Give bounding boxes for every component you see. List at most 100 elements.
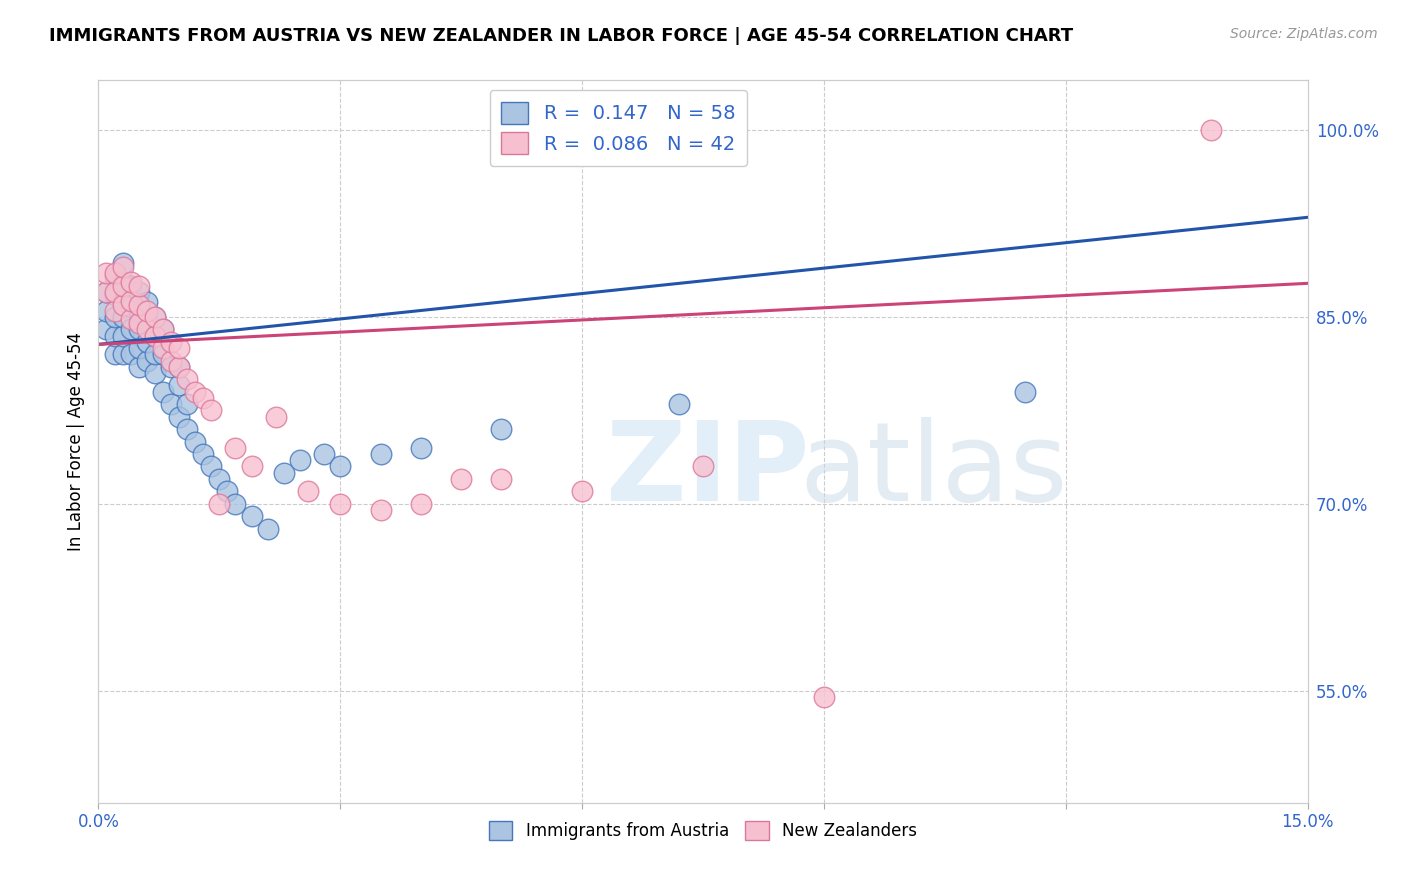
Point: [120, 300, 142, 314]
Point: [111, 275, 134, 289]
Point: [111, 347, 134, 361]
Point: [96, 303, 118, 318]
Point: [96, 285, 118, 299]
Point: [370, 447, 392, 461]
Point: [111, 278, 134, 293]
Point: [128, 278, 150, 293]
Point: [224, 441, 246, 455]
Point: [208, 472, 231, 486]
Point: [491, 472, 513, 486]
Point: [160, 359, 183, 374]
Text: IMMIGRANTS FROM AUSTRIA VS NEW ZEALANDER IN LABOR FORCE | AGE 45-54 CORRELATION : IMMIGRANTS FROM AUSTRIA VS NEW ZEALANDER…: [49, 27, 1073, 45]
Point: [692, 459, 714, 474]
Point: [103, 328, 125, 343]
Point: [128, 322, 150, 336]
Point: [450, 472, 472, 486]
Point: [491, 422, 513, 436]
Point: [176, 422, 198, 436]
Point: [96, 266, 118, 280]
Point: [288, 453, 311, 467]
Point: [329, 497, 352, 511]
Point: [160, 334, 183, 349]
Point: [176, 372, 198, 386]
Point: [314, 447, 336, 461]
Point: [184, 434, 207, 449]
Point: [167, 378, 190, 392]
Point: [143, 366, 166, 380]
Point: [264, 409, 287, 424]
Point: [200, 459, 222, 474]
Point: [135, 353, 157, 368]
Point: [571, 484, 593, 499]
Point: [668, 397, 690, 411]
Point: [103, 287, 125, 301]
Text: Source: ZipAtlas.com: Source: ZipAtlas.com: [1230, 27, 1378, 41]
Point: [135, 334, 157, 349]
Point: [273, 466, 295, 480]
Point: [111, 297, 134, 311]
Point: [120, 322, 142, 336]
Point: [1199, 123, 1222, 137]
Text: atlas: atlas: [800, 417, 1069, 524]
Point: [193, 447, 215, 461]
Point: [111, 260, 134, 274]
Point: [135, 295, 157, 310]
Point: [143, 328, 166, 343]
Point: [240, 459, 263, 474]
Point: [152, 384, 174, 399]
Point: [409, 497, 432, 511]
Point: [111, 310, 134, 324]
Point: [120, 347, 142, 361]
Point: [184, 384, 207, 399]
Y-axis label: In Labor Force | Age 45-54: In Labor Force | Age 45-54: [66, 332, 84, 551]
Point: [160, 397, 183, 411]
Point: [128, 341, 150, 355]
Point: [193, 391, 215, 405]
Point: [143, 328, 166, 343]
Point: [103, 266, 125, 280]
Point: [167, 341, 190, 355]
Point: [111, 256, 134, 270]
Point: [120, 293, 142, 308]
Point: [152, 341, 174, 355]
Point: [135, 314, 157, 328]
Point: [111, 293, 134, 308]
Point: [103, 310, 125, 324]
Point: [217, 484, 239, 499]
Point: [96, 285, 118, 299]
Point: [143, 310, 166, 324]
Point: [813, 690, 835, 704]
Point: [135, 303, 157, 318]
Point: [409, 441, 432, 455]
Point: [103, 268, 125, 283]
Point: [370, 503, 392, 517]
Text: ZIP: ZIP: [606, 417, 810, 524]
Point: [256, 522, 278, 536]
Point: [167, 409, 190, 424]
Point: [120, 312, 142, 326]
Point: [224, 497, 246, 511]
Point: [160, 353, 183, 368]
Legend: Immigrants from Austria, New Zealanders: Immigrants from Austria, New Zealanders: [481, 813, 925, 848]
Point: [297, 484, 319, 499]
Point: [152, 322, 174, 336]
Point: [128, 297, 150, 311]
Point: [152, 322, 174, 336]
Point: [128, 303, 150, 318]
Point: [143, 310, 166, 324]
Point: [1014, 384, 1036, 399]
Point: [167, 359, 190, 374]
Point: [176, 397, 198, 411]
Point: [152, 347, 174, 361]
Point: [103, 285, 125, 299]
Point: [167, 359, 190, 374]
Point: [96, 322, 118, 336]
Point: [103, 347, 125, 361]
Point: [200, 403, 222, 417]
Point: [120, 275, 142, 289]
Point: [111, 328, 134, 343]
Point: [120, 278, 142, 293]
Point: [128, 316, 150, 330]
Point: [128, 359, 150, 374]
Point: [135, 322, 157, 336]
